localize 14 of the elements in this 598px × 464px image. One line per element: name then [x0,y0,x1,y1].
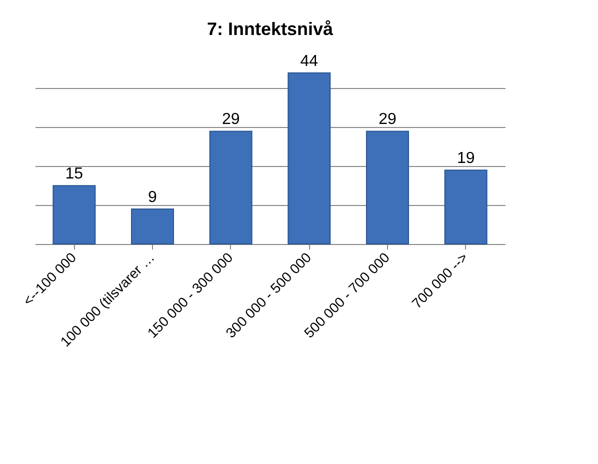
data-label: 15 [65,166,84,183]
data-label: 9 [148,189,158,206]
bar [209,130,252,244]
chart-title: 7: Inntektsnivå [206,18,334,39]
bar [444,170,488,244]
data-label: 29 [222,111,240,128]
data-label: 44 [300,52,318,70]
data-label: 19 [456,150,475,168]
x-tick-label: 700 000 --> [408,249,471,312]
bar [52,185,96,244]
data-label: 29 [378,111,396,128]
bar [131,208,174,244]
bar [366,130,409,244]
bar [288,72,331,244]
